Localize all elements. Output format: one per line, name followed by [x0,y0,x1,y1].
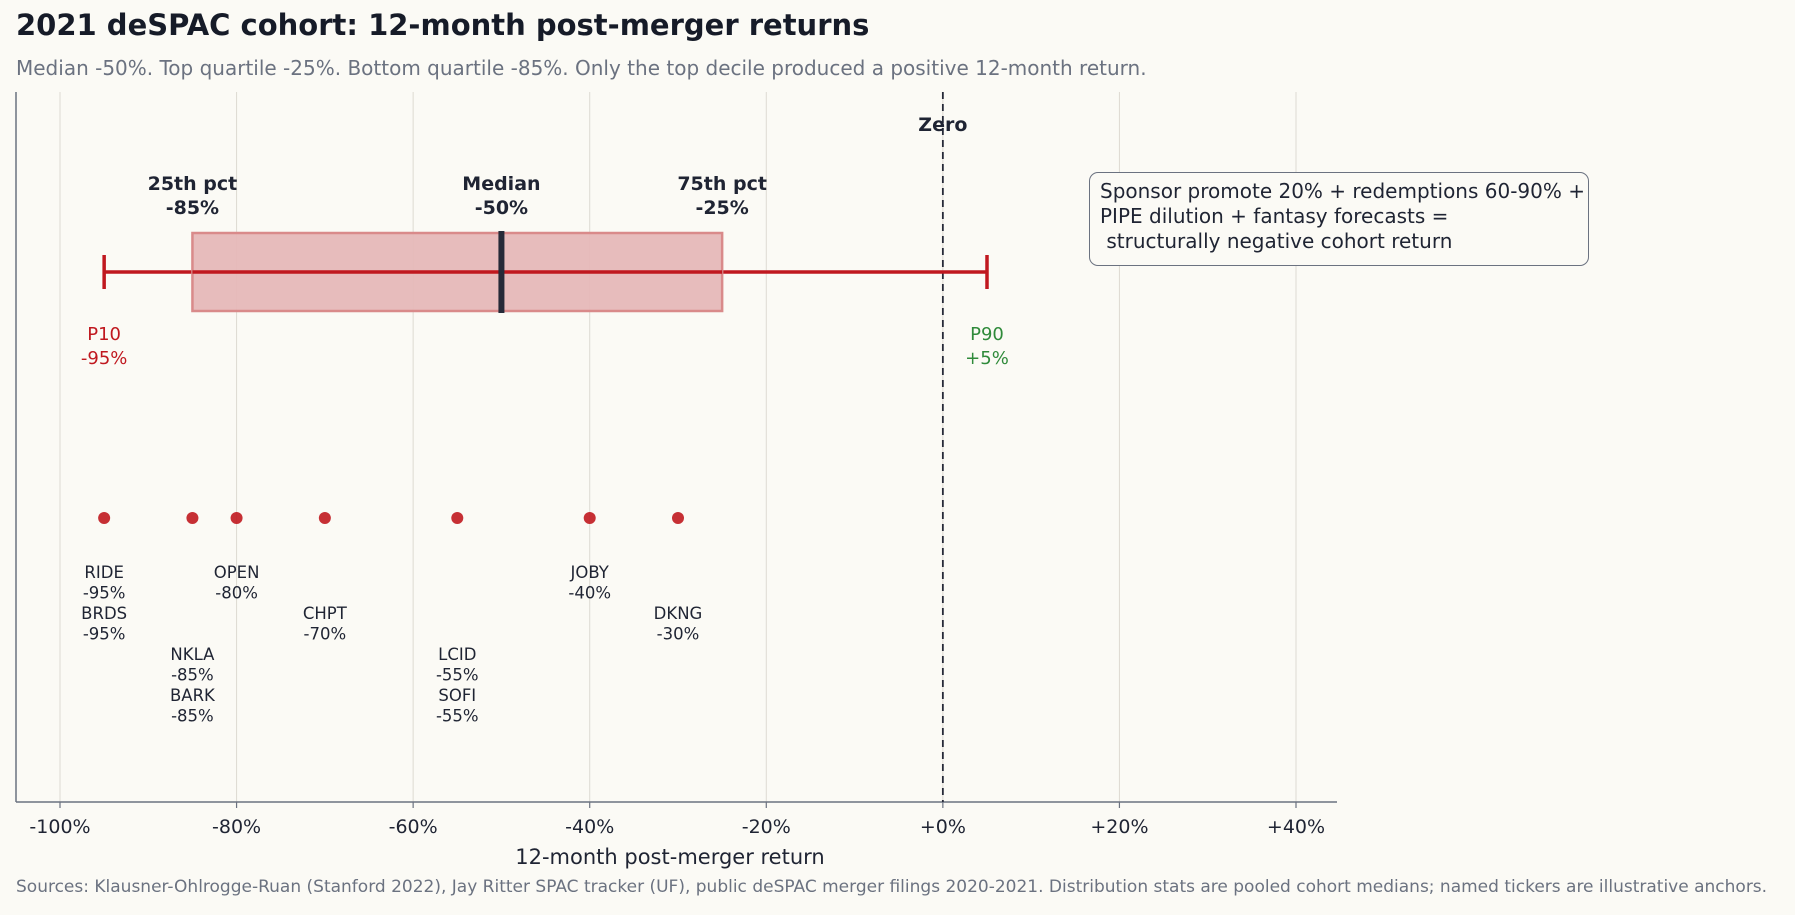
ticker-label: -70% [304,625,347,644]
ticker-label: RIDE [84,563,123,582]
ticker-point [318,512,331,524]
ticker-label: DKNG [654,604,703,623]
ticker-label: -30% [657,625,700,644]
ticker-point [451,512,464,524]
zero-reference-label: Zero [918,114,967,136]
ticker-label: -55% [436,707,479,726]
x-tick-label: +40% [1267,816,1325,838]
ticker-label: -85% [171,707,214,726]
x-tick-label: +0% [920,816,966,838]
ticker-point [230,512,243,524]
ticker-label: -40% [568,584,611,603]
whisker-label-p10-name: P10 [87,324,121,345]
ticker-label: OPEN [214,563,260,582]
ticker-point [672,512,684,524]
ticker-label: SOFI [438,686,476,705]
ticker-label: NKLA [170,645,215,664]
x-tick-label: +20% [1090,816,1148,838]
whisker-label-p90-value: +5% [965,348,1009,369]
box-layer: 25th pct-85% Median-50% 75th pct-25% P10 -95… [81,173,1009,369]
ticker-label: -95% [83,584,126,603]
ticker-label: LCID [438,645,476,664]
box-label-p25-name: 25th pct [148,173,238,195]
points-layer: RIDE-95%BRDS-95%NKLA-85%BARK-85%OPEN-80%… [81,512,702,726]
ticker-label: -85% [171,666,214,685]
chart-title: 2021 deSPAC cohort: 12-month post-merger… [16,8,870,42]
annotation-box: Sponsor promote 20% + redemptions 60-90%… [1089,172,1589,266]
ticker-point [98,512,111,524]
x-tick-label: -20% [742,816,791,838]
reference-layer: Zero [918,92,967,802]
ticker-label: JOBY [570,563,610,582]
x-tick-label: -40% [565,816,614,838]
ticker-point [583,512,596,524]
box-label-p75-value: -25% [695,197,748,219]
ticker-label: BARK [170,686,216,705]
sources-note: Sources: Klausner-Ohlrogge-Ruan (Stanfor… [16,877,1768,897]
ticker-label: -80% [215,584,258,603]
whisker-label-p10-value: -95% [81,348,128,369]
x-tick-label: -100% [29,816,90,838]
x-axis-title: 12-month post-merger return [515,845,824,869]
whisker-label-p90-name: P90 [970,324,1004,345]
axis-layer: -100% -80% -60% -40% -20% +0% +20% +40% 12-month… [15,92,1337,869]
box-label-median-value: -50% [475,197,528,219]
box-label-p25-value: -85% [166,197,219,219]
box-label-median-name: Median [462,173,540,195]
x-tick-label: -60% [389,816,438,838]
box-label-p75-name: 75th pct [677,173,767,195]
ticker-label: -55% [436,666,479,685]
chart-subtitle: Median -50%. Top quartile -25%. Bottom q… [16,56,1147,80]
ticker-label: -95% [83,625,126,644]
ticker-point [186,512,199,524]
ticker-label: CHPT [303,604,348,623]
ticker-label: BRDS [81,604,127,623]
x-tick-label: -80% [212,816,261,838]
